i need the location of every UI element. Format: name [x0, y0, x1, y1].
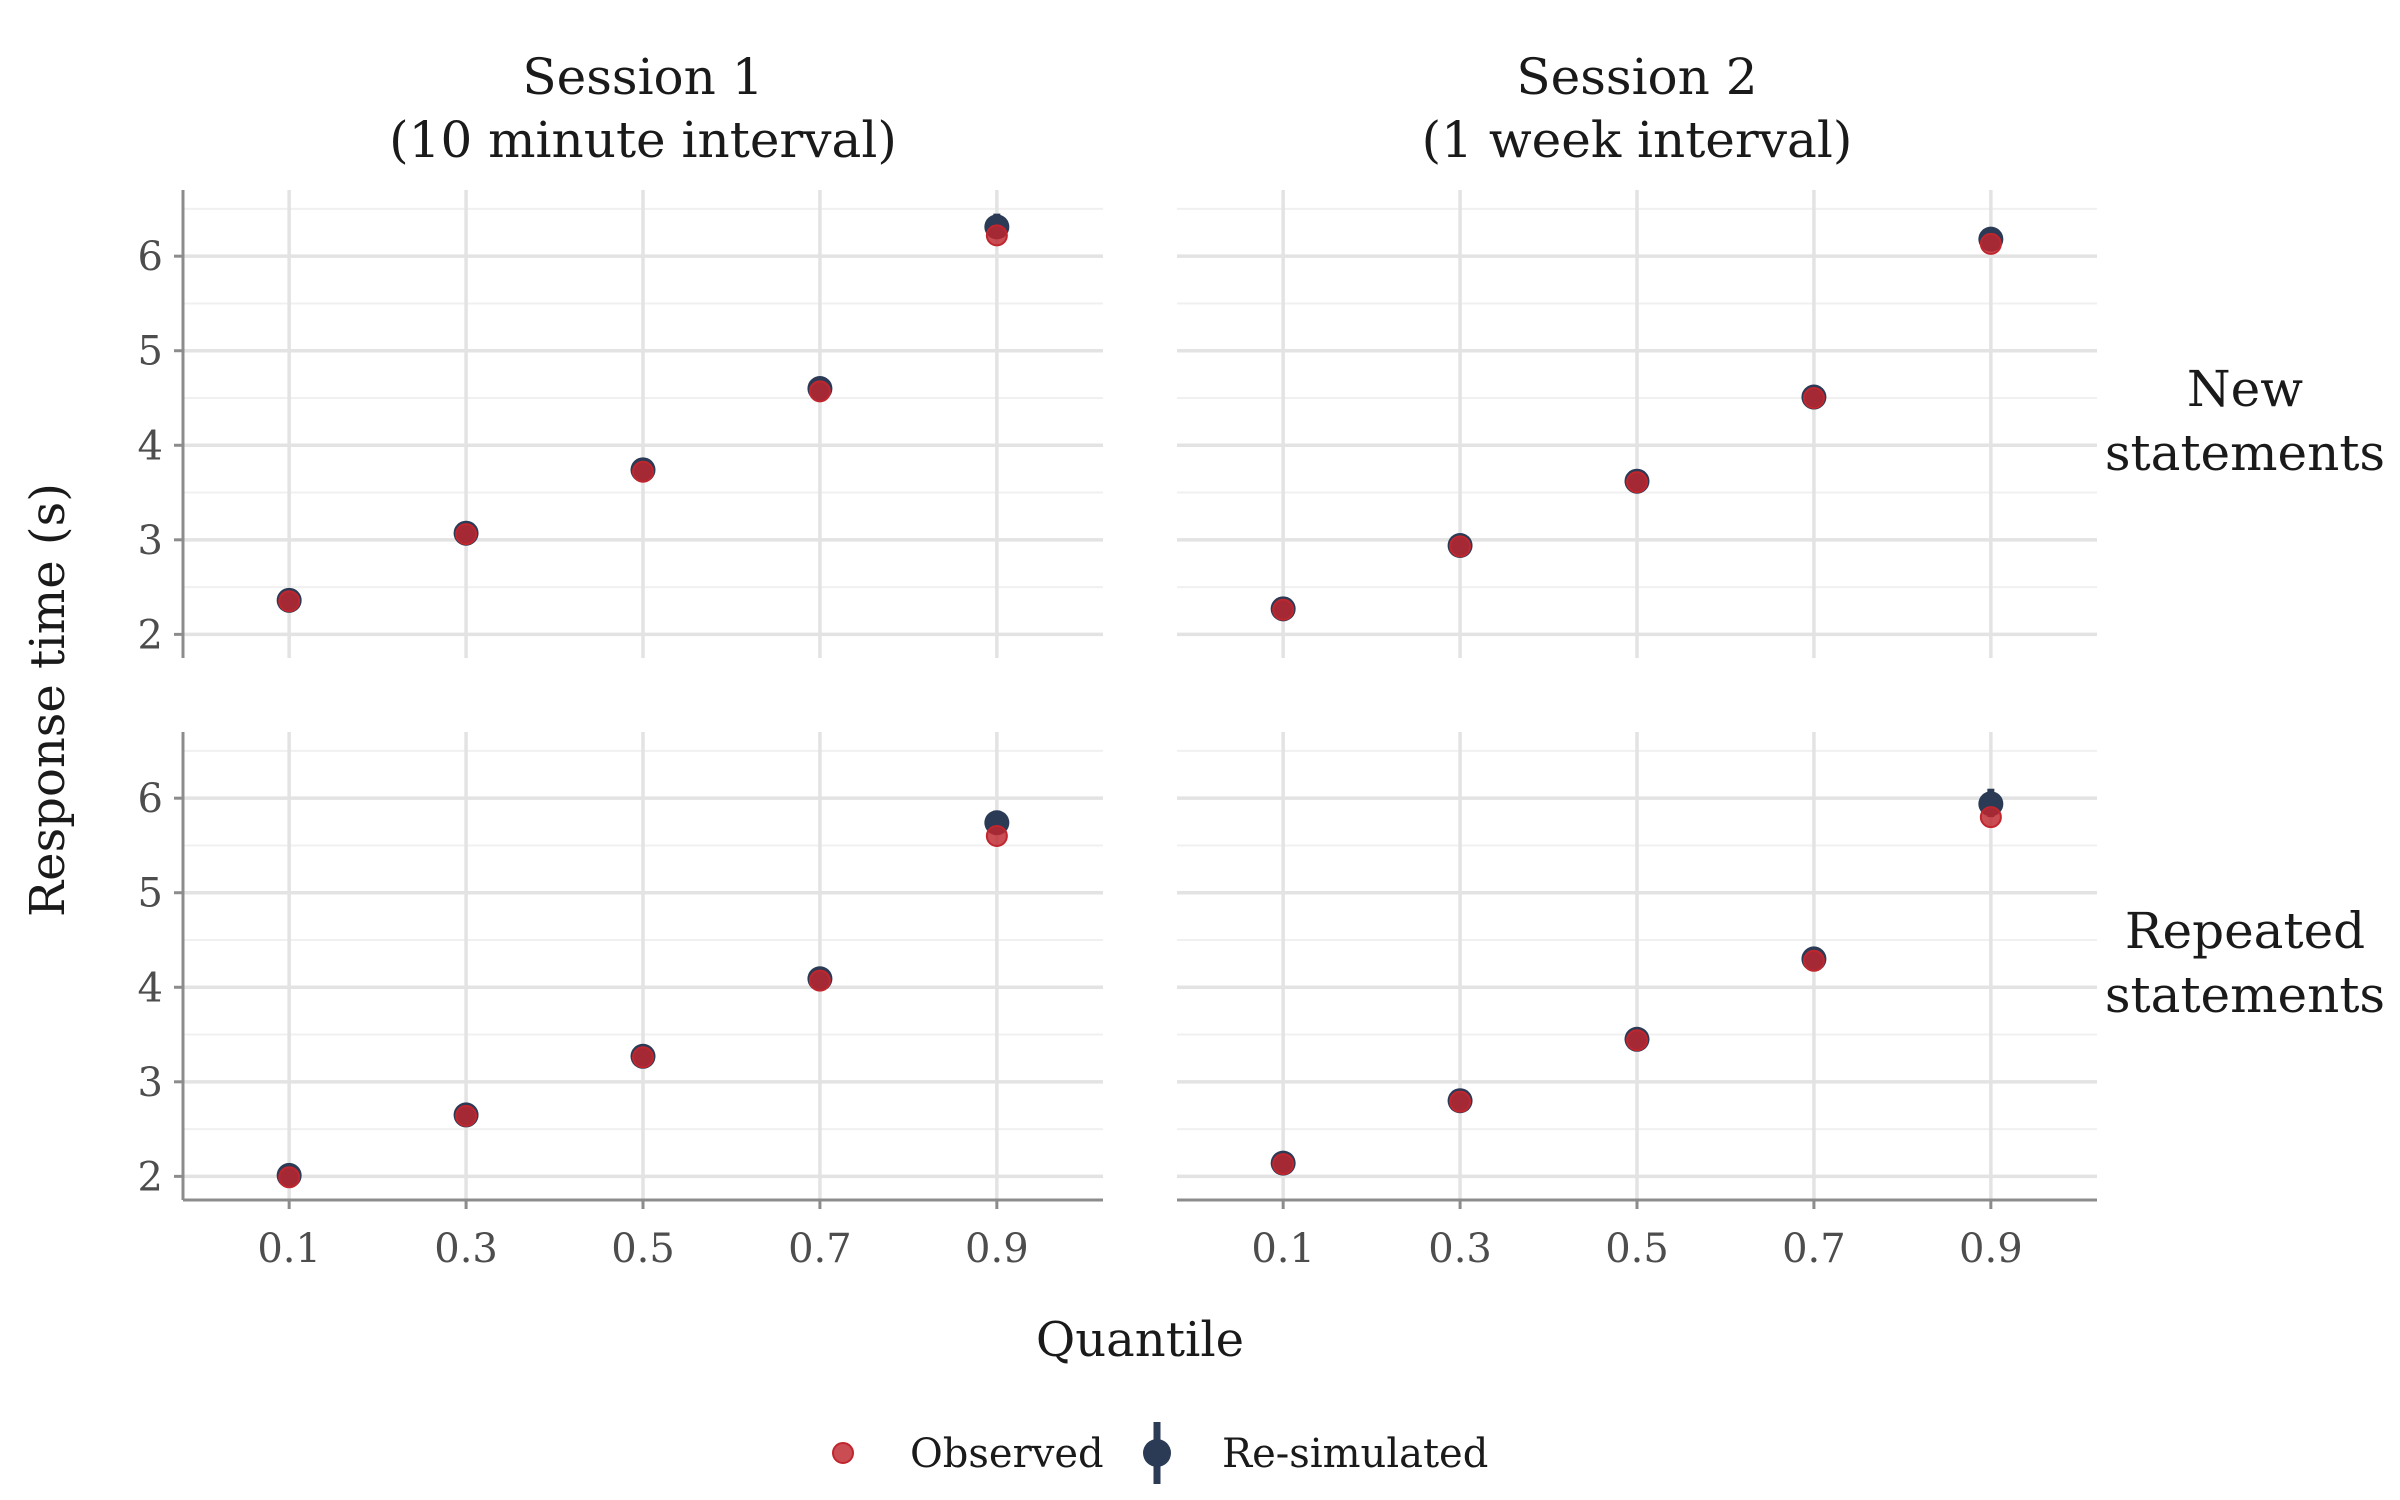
observed-point-r0c0 — [985, 224, 1008, 247]
labels-layer: Quantile Response time (s) 2 3 4 5 6 2 3 4 5 6 0.1… — [20, 48, 2385, 1368]
observed-point-r1c1 — [1979, 806, 2002, 829]
x-tick-label-r1c1: 0.1 — [1251, 1226, 1315, 1272]
observed-point-r1c1 — [1449, 1090, 1472, 1113]
x-tick-label-r1c0: 0.9 — [965, 1226, 1029, 1272]
observed-point-r1c0 — [632, 1046, 654, 1069]
observed-point-r0c0 — [808, 380, 831, 403]
observed-point-r0c0 — [455, 523, 478, 546]
row-label-2-line2: statements — [2105, 966, 2385, 1024]
observed-point-r1c0 — [278, 1166, 301, 1189]
observed-point-r0c1 — [1449, 535, 1472, 558]
y-tick-label-r1c0: 4 — [138, 965, 163, 1011]
row-label-1-line1: New — [2187, 360, 2303, 418]
y-tick-label-r1c0: 5 — [138, 871, 163, 917]
x-tick-label-r1c0: 0.1 — [257, 1226, 321, 1272]
y-tick-label-r0c0: 4 — [138, 423, 163, 469]
legend-observed-label: Observed — [910, 1431, 1104, 1477]
legend-resimulated-label: Re-simulated — [1222, 1431, 1488, 1477]
x-tick-label-r1c0: 0.7 — [788, 1226, 852, 1272]
observed-point-r1c1 — [1272, 1153, 1295, 1176]
observed-point-r0c1 — [1272, 598, 1295, 621]
observed-point-r1c0 — [455, 1104, 478, 1127]
column-title-1-line2: (10 minute interval) — [389, 111, 897, 169]
y-tick-label-r1c0: 3 — [138, 1060, 163, 1106]
observed-point-r0c0 — [632, 460, 654, 483]
y-tick-label-r0c0: 2 — [138, 612, 163, 658]
row-label-2-line1: Repeated — [2125, 902, 2365, 960]
column-title-2-line2: (1 week interval) — [1422, 111, 1853, 169]
x-tick-label-r1c1: 0.3 — [1428, 1226, 1492, 1272]
observed-point-r1c1 — [1626, 1029, 1648, 1052]
y-tick-label-r0c0: 3 — [138, 518, 163, 564]
y-tick-label-r0c0: 6 — [138, 234, 163, 280]
x-axis-title: Quantile — [1036, 1312, 1244, 1368]
observed-point-r0c0 — [278, 590, 301, 613]
observed-point-r0c1 — [1802, 387, 1825, 409]
legend-resimulated-key — [1143, 1439, 1171, 1467]
y-tick-label-r1c0: 6 — [138, 776, 163, 822]
axes-layer — [174, 190, 2097, 1209]
observed-point-r0c1 — [1979, 232, 2002, 255]
x-tick-label-r1c1: 0.9 — [1959, 1226, 2023, 1272]
x-tick-label-r1c0: 0.5 — [611, 1226, 675, 1272]
x-tick-label-r1c0: 0.3 — [434, 1226, 498, 1272]
observed-point-r1c0 — [985, 825, 1008, 847]
column-title-1-line1: Session 1 — [522, 48, 763, 106]
observed-point-r0c1 — [1626, 471, 1648, 494]
grid-layer — [183, 190, 2097, 1200]
x-tick-label-r1c1: 0.5 — [1605, 1226, 1669, 1272]
legend-observed-key — [832, 1442, 854, 1464]
row-label-1-line2: statements — [2105, 424, 2385, 482]
y-tick-label-r1c0: 2 — [138, 1154, 163, 1200]
y-tick-label-r0c0: 5 — [138, 329, 163, 375]
y-axis-title: Response time (s) — [20, 483, 76, 917]
x-tick-label-r1c1: 0.7 — [1782, 1226, 1846, 1272]
observed-point-r1c0 — [808, 969, 831, 992]
column-title-2-line1: Session 2 — [1516, 48, 1757, 106]
legend: Observed Re-simulated — [832, 1422, 1488, 1484]
marks-layer — [276, 213, 2004, 1189]
observed-point-r1c1 — [1802, 949, 1825, 972]
